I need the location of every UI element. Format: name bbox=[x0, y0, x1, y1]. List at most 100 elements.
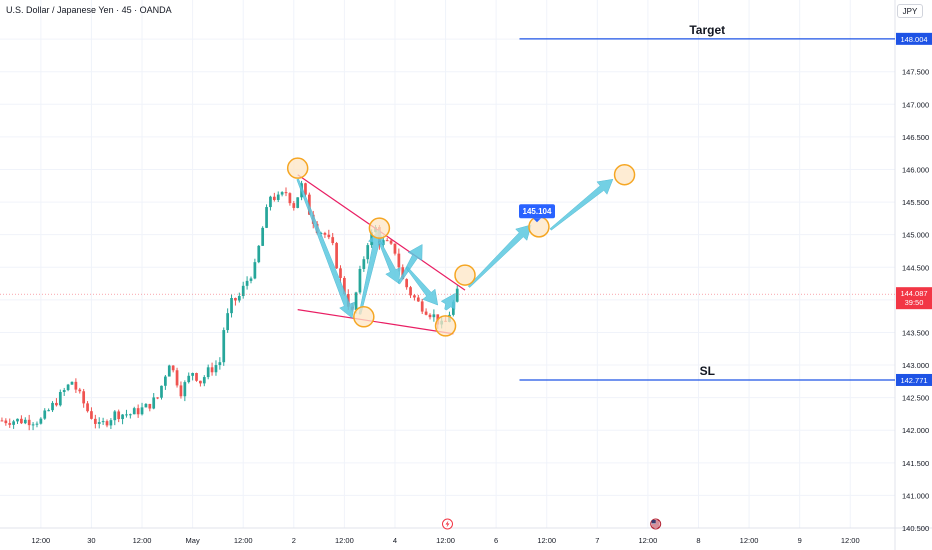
candle-body bbox=[222, 330, 226, 363]
candle-body bbox=[136, 408, 140, 415]
candle-body bbox=[12, 421, 15, 425]
arrow-shape[interactable] bbox=[467, 224, 532, 288]
candle-body bbox=[175, 370, 179, 386]
candle-body bbox=[105, 421, 109, 426]
candle-body bbox=[288, 193, 292, 204]
circle-marker[interactable] bbox=[613, 163, 636, 186]
circle-marker[interactable] bbox=[368, 217, 391, 239]
candle-body bbox=[148, 403, 152, 409]
time-tick-label: 12:00 bbox=[740, 536, 759, 545]
level-price-tag-text: 142.771 bbox=[900, 376, 927, 385]
price-callout-pointer bbox=[533, 218, 541, 223]
candle-body bbox=[393, 243, 397, 254]
arrow-shape[interactable] bbox=[549, 178, 614, 231]
price-callout[interactable] bbox=[519, 204, 555, 219]
candle-body bbox=[354, 292, 358, 310]
candle-body bbox=[210, 367, 214, 373]
candle-body bbox=[8, 423, 12, 425]
candle-body bbox=[261, 227, 265, 246]
candle-body bbox=[43, 410, 47, 419]
candle-body bbox=[16, 418, 19, 422]
arrow-shape[interactable] bbox=[440, 292, 456, 311]
candle-body bbox=[230, 298, 233, 314]
time-tick-label: 12:00 bbox=[639, 536, 658, 545]
candle-body bbox=[160, 385, 163, 398]
time-tick-label: 4 bbox=[393, 536, 397, 545]
candle-body bbox=[97, 422, 101, 424]
candle-body bbox=[428, 314, 432, 318]
candle-body bbox=[152, 397, 156, 409]
candle-body bbox=[206, 367, 210, 378]
trend-line[interactable] bbox=[297, 309, 454, 335]
current-price-tag bbox=[896, 287, 932, 310]
candle-body bbox=[0, 420, 4, 422]
candle-body bbox=[265, 207, 268, 228]
candle-body bbox=[358, 268, 362, 293]
candle-body bbox=[389, 240, 393, 244]
candle-body bbox=[144, 403, 148, 408]
candle-body bbox=[335, 243, 338, 269]
candle-body bbox=[366, 245, 370, 260]
candle-body bbox=[241, 285, 245, 297]
candle-body bbox=[416, 297, 420, 302]
circle-marker[interactable] bbox=[353, 306, 375, 328]
candle-body bbox=[47, 410, 51, 412]
circle-marker[interactable] bbox=[454, 264, 476, 286]
candle-body bbox=[183, 382, 187, 397]
arrow-shape[interactable] bbox=[378, 240, 401, 285]
level-label: Target bbox=[689, 23, 725, 37]
price-tick-label: 142.500 bbox=[902, 394, 929, 403]
candle-body bbox=[191, 373, 194, 376]
candle-body bbox=[362, 259, 366, 269]
candle-body bbox=[140, 407, 144, 415]
time-tick-label: May bbox=[186, 536, 200, 545]
candle-body bbox=[132, 408, 136, 415]
circle-marker[interactable] bbox=[286, 157, 309, 179]
arrow-shape[interactable] bbox=[405, 266, 439, 306]
bar-countdown: 39:50 bbox=[905, 298, 924, 307]
price-tick-label: 141.000 bbox=[902, 491, 929, 500]
level-label: SL bbox=[700, 364, 715, 378]
candle-body bbox=[90, 411, 93, 419]
price-tick-label: 143.000 bbox=[902, 361, 929, 370]
candle-body bbox=[35, 423, 39, 425]
candle-body bbox=[272, 196, 276, 200]
time-tick-label: 6 bbox=[494, 536, 498, 545]
price-tick-label: 146.000 bbox=[902, 165, 929, 174]
price-tick-label: 147.500 bbox=[902, 68, 929, 77]
candle-body bbox=[4, 420, 8, 424]
candle-body bbox=[82, 391, 86, 404]
price-tick-label: 141.500 bbox=[902, 459, 929, 468]
price-tick-label: 140.500 bbox=[902, 524, 929, 533]
level-price-tag bbox=[896, 373, 932, 386]
candle-body bbox=[58, 391, 62, 406]
candle-body bbox=[405, 279, 409, 288]
candle-body bbox=[113, 411, 117, 421]
candle-body bbox=[128, 414, 132, 416]
candle-body bbox=[55, 402, 58, 406]
candle-body bbox=[187, 375, 191, 383]
candle-body bbox=[253, 262, 257, 279]
level-price-tag-text: 148.004 bbox=[900, 35, 927, 44]
candle-body bbox=[109, 420, 113, 426]
candle-body bbox=[401, 267, 405, 280]
candle-body bbox=[121, 414, 124, 420]
candle-body bbox=[292, 203, 296, 208]
price-tick-label: 143.500 bbox=[902, 328, 929, 337]
candle-body bbox=[432, 314, 436, 318]
candle-body bbox=[455, 288, 459, 302]
time-tick-label: 12:00 bbox=[537, 536, 556, 545]
arrow-shape[interactable] bbox=[397, 244, 423, 285]
candle-body bbox=[202, 377, 206, 384]
candle-body bbox=[424, 311, 428, 315]
candle-body bbox=[171, 365, 175, 371]
current-price-value: 144.087 bbox=[900, 289, 927, 298]
candle-body bbox=[245, 280, 249, 286]
arrow-shape[interactable] bbox=[296, 178, 355, 319]
price-tick-label: 145.500 bbox=[902, 198, 929, 207]
currency-button[interactable]: JPY bbox=[897, 4, 923, 18]
candle-body bbox=[343, 277, 346, 295]
circle-marker[interactable] bbox=[434, 315, 457, 337]
time-tick-label: 12:00 bbox=[133, 536, 152, 545]
